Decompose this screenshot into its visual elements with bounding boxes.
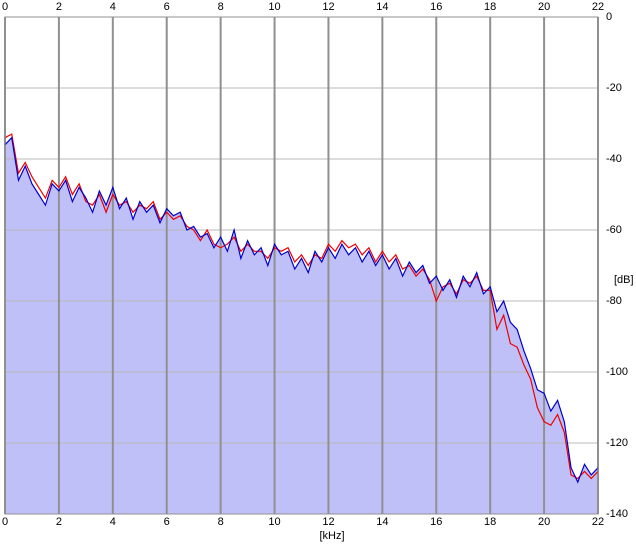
x-tick-label-top: 6 xyxy=(164,1,170,13)
x-axis-label: [kHz] xyxy=(319,530,344,542)
x-tick-label-bottom: 22 xyxy=(592,516,604,528)
x-tick-label-bottom: 0 xyxy=(2,516,8,528)
y-tick-label: -40 xyxy=(606,153,622,165)
y-tick-label: -20 xyxy=(606,82,622,94)
x-tick-label-bottom: 14 xyxy=(376,516,388,528)
y-tick-label: -60 xyxy=(606,224,622,236)
x-tick-label-top: 0 xyxy=(2,1,8,13)
x-tick-label-top: 22 xyxy=(592,1,604,13)
x-tick-label-bottom: 4 xyxy=(110,516,116,528)
x-tick-label-top: 14 xyxy=(376,1,388,13)
x-tick-label-top: 16 xyxy=(430,1,442,13)
x-tick-label-top: 2 xyxy=(56,1,62,13)
x-tick-label-top: 20 xyxy=(538,1,550,13)
y-axis-label: [dB] xyxy=(614,274,634,286)
x-tick-label-top: 8 xyxy=(218,1,224,13)
x-tick-label-top: 10 xyxy=(268,1,280,13)
y-tick-label: -140 xyxy=(606,508,628,520)
spectrum-line xyxy=(4,133,599,480)
y-tick-label: -120 xyxy=(606,437,628,449)
x-tick-label-bottom: 16 xyxy=(430,516,442,528)
x-tick-label-bottom: 18 xyxy=(484,516,496,528)
x-tick-label-top: 4 xyxy=(110,1,116,13)
x-tick-label-bottom: 10 xyxy=(268,516,280,528)
y-tick-label: -100 xyxy=(606,366,628,378)
x-tick-label-bottom: 6 xyxy=(164,516,170,528)
y-tick-label: -80 xyxy=(606,295,622,307)
y-tick-label: 0 xyxy=(606,11,612,23)
spectrum-line xyxy=(4,136,599,484)
x-tick-label-bottom: 2 xyxy=(56,516,62,528)
x-tick-label-bottom: 12 xyxy=(322,516,334,528)
x-tick-label-bottom: 20 xyxy=(538,516,550,528)
x-tick-label-top: 18 xyxy=(484,1,496,13)
x-tick-label-bottom: 8 xyxy=(218,516,224,528)
plot-border xyxy=(4,16,599,515)
x-tick-label-top: 12 xyxy=(322,1,334,13)
spectrum-area xyxy=(5,137,598,514)
